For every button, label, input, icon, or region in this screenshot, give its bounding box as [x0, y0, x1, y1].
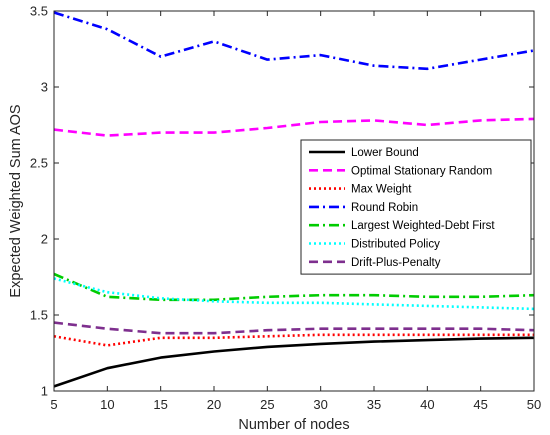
- series-layer: [53, 11, 535, 388]
- series-line-7: [53, 321, 535, 335]
- legend-label: Distributed Policy: [351, 239, 440, 251]
- tick-layer: 5 10 15 20 25 30 35 40 45 50 1 1.5 2 2.5 3 3.5: [30, 4, 541, 413]
- series-line-5: [53, 272, 535, 302]
- series-line-4: [53, 11, 535, 71]
- series-line-3: [53, 333, 534, 347]
- series-line-1: [53, 336, 535, 388]
- series-line-2: [53, 117, 535, 137]
- legend-label: Drift-Plus-Penalty: [351, 257, 441, 269]
- legend-box: [300, 139, 532, 275]
- x-tick-label: 35: [367, 397, 381, 412]
- y-tick-label: 2.5: [30, 156, 48, 171]
- series-line-6: [53, 277, 535, 311]
- legend-label: Round Robin: [351, 202, 418, 214]
- x-tick-label: 5: [50, 397, 57, 412]
- y-axis-title: Expected Weighted Sum AOS: [8, 104, 24, 297]
- y-tick-label: 1: [41, 384, 48, 399]
- x-tick-label: 10: [100, 397, 114, 412]
- x-tick-label: 30: [313, 397, 327, 412]
- x-axis-title: Number of nodes: [238, 417, 349, 433]
- y-tick-label: 3: [41, 80, 48, 95]
- legend-label: Lower Bound: [351, 147, 419, 159]
- x-tick-label: 45: [473, 397, 487, 412]
- x-tick-label: 40: [420, 397, 434, 412]
- legend-label: Optimal Stationary Random: [351, 165, 492, 177]
- x-tick-label: 50: [527, 397, 541, 412]
- x-tick-label: 20: [207, 397, 221, 412]
- legend-label: Largest Weighted-Debt First: [351, 220, 495, 232]
- y-tick-label: 1.5: [30, 308, 48, 323]
- legend: Lower Bound Optimal Stationary Random Max …: [300, 139, 532, 275]
- legend-label: Max Weight: [351, 184, 412, 196]
- plot-frame: [53, 10, 535, 392]
- y-tick-label: 2: [41, 232, 48, 247]
- y-tick-label: 3.5: [30, 4, 48, 19]
- x-tick-label: 25: [260, 397, 274, 412]
- x-tick-label: 15: [153, 397, 167, 412]
